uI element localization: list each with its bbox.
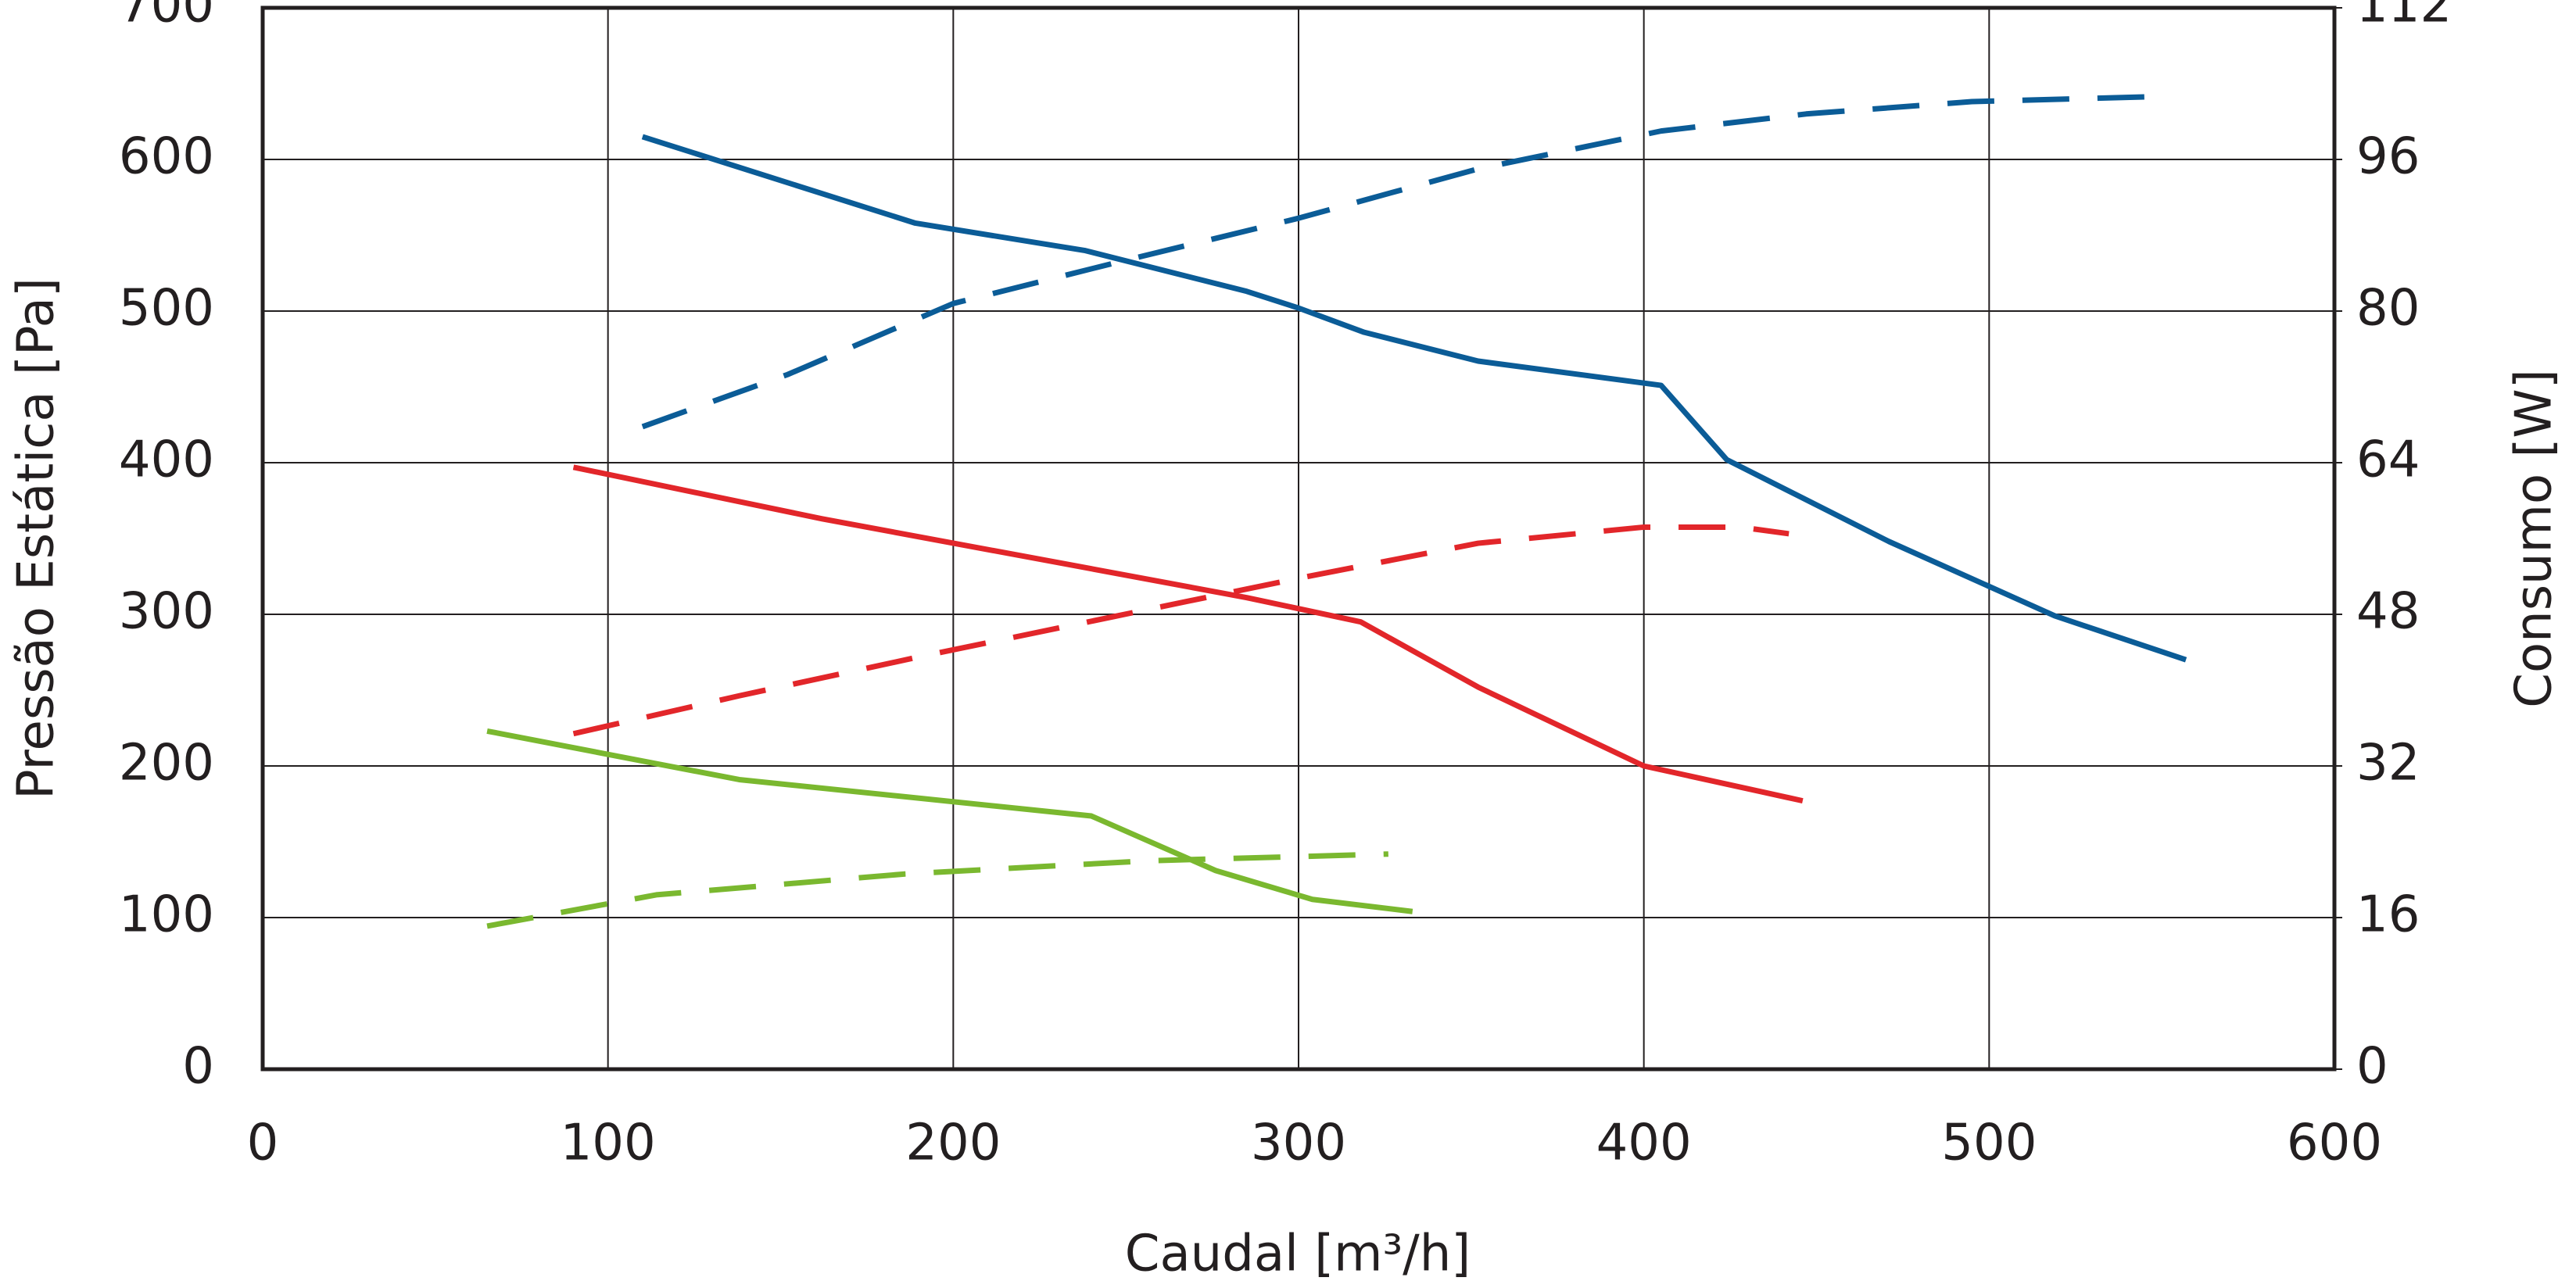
x-tick-label: 500 [1941, 1115, 2037, 1172]
y-tick-label: 0 [182, 1038, 214, 1096]
y2-tick-label: 16 [2356, 886, 2420, 944]
series-line [486, 851, 1388, 929]
y-tick-label: 300 [119, 583, 214, 641]
series-line [641, 134, 2187, 663]
x-tick-label: 100 [561, 1115, 656, 1172]
x-tick-label: 300 [1251, 1115, 1346, 1172]
y-tick-label: 400 [119, 431, 214, 489]
plot-frame [260, 5, 2337, 1072]
y2-tick-label: 64 [2356, 431, 2420, 489]
series-line [486, 728, 1413, 914]
x-axis-label: Caudal [m³/h] [1125, 1226, 1471, 1281]
series-line [572, 524, 1790, 737]
series-line [572, 464, 1804, 804]
y2-tick-label: 0 [2356, 1038, 2388, 1096]
x-tick-label: 600 [2287, 1115, 2382, 1172]
y2-axis-label: Consumo [W] [2506, 369, 2563, 707]
y-tick-label: 500 [119, 280, 214, 338]
y-tick-label: 200 [119, 735, 214, 793]
y2-tick-label: 48 [2356, 583, 2420, 641]
x-tick-label: 0 [247, 1115, 279, 1172]
y2-tick-label: 112 [2356, 0, 2452, 34]
y-tick-label: 100 [119, 886, 214, 944]
y2-tick-label: 96 [2356, 128, 2420, 186]
y2-tick-label: 32 [2356, 735, 2420, 793]
y-tick-label: 600 [119, 128, 214, 186]
y-axis-label: Pressão Estática [Pa] [8, 277, 66, 800]
y2-tick-label: 80 [2356, 280, 2420, 338]
series-line [641, 94, 2145, 430]
x-tick-label: 400 [1596, 1115, 1692, 1172]
x-tick-label: 200 [905, 1115, 1001, 1172]
y-tick-label: 700 [119, 0, 214, 34]
